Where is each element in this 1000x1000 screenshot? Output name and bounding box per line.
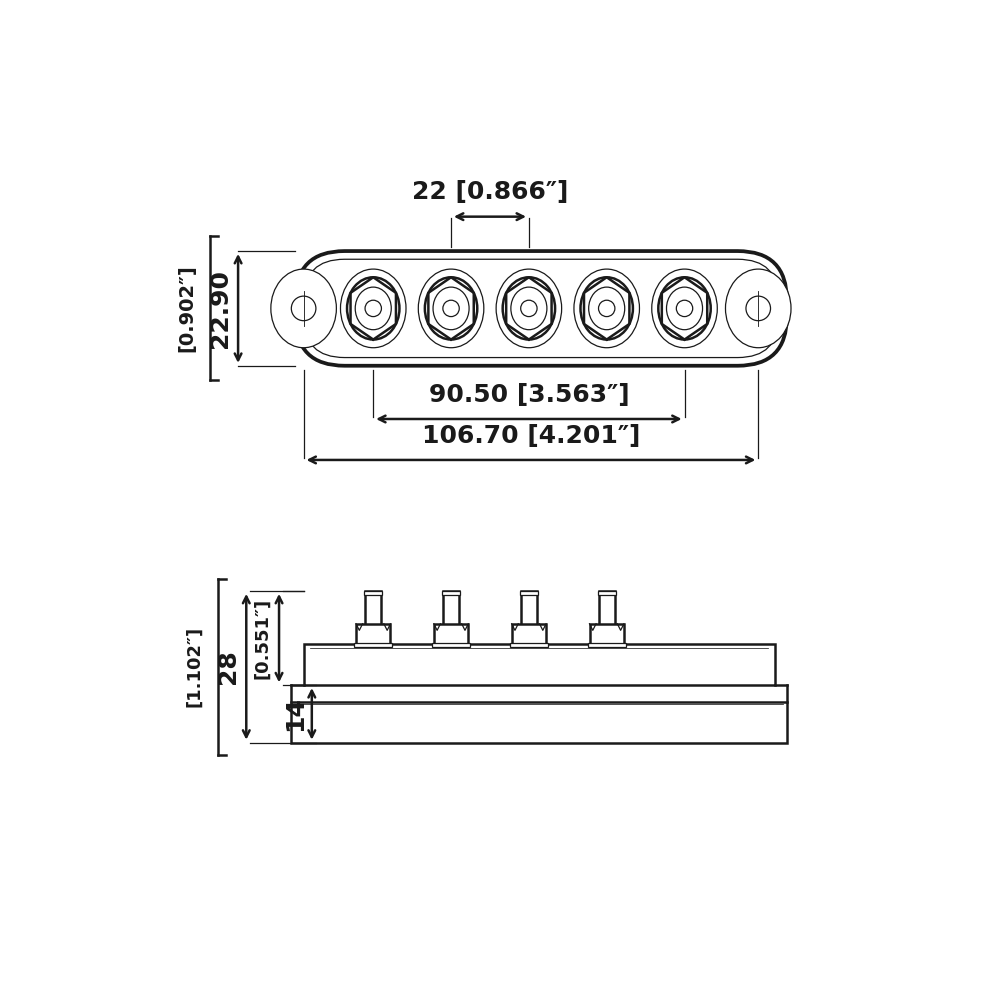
Bar: [590, 624, 624, 644]
Circle shape: [676, 300, 693, 317]
Bar: [443, 591, 459, 644]
Text: 28: 28: [216, 649, 240, 684]
Bar: [442, 591, 460, 595]
Ellipse shape: [652, 269, 717, 348]
Bar: [365, 591, 381, 644]
Text: [0.902″]: [0.902″]: [178, 265, 197, 352]
Ellipse shape: [425, 277, 477, 340]
Circle shape: [443, 300, 459, 317]
Ellipse shape: [503, 277, 555, 340]
Circle shape: [746, 296, 771, 321]
Text: [0.551″]: [0.551″]: [254, 598, 272, 679]
Circle shape: [365, 300, 381, 317]
Bar: [356, 624, 390, 644]
Ellipse shape: [511, 287, 547, 330]
Bar: [432, 643, 470, 647]
Ellipse shape: [580, 277, 633, 340]
FancyBboxPatch shape: [295, 251, 787, 366]
Ellipse shape: [666, 287, 703, 330]
Text: 90.50 [3.563″]: 90.50 [3.563″]: [429, 383, 629, 407]
Bar: [364, 591, 382, 595]
Ellipse shape: [340, 269, 406, 348]
Bar: [520, 591, 538, 595]
Ellipse shape: [589, 287, 625, 330]
Circle shape: [599, 300, 615, 317]
Ellipse shape: [271, 269, 336, 348]
Ellipse shape: [418, 269, 484, 348]
Bar: [291, 702, 787, 743]
Ellipse shape: [725, 269, 791, 348]
Ellipse shape: [658, 277, 711, 340]
Bar: [521, 591, 537, 644]
Text: 22 [0.866″]: 22 [0.866″]: [412, 180, 568, 204]
Ellipse shape: [347, 277, 399, 340]
Bar: [598, 591, 616, 595]
Ellipse shape: [355, 287, 391, 330]
Ellipse shape: [574, 269, 639, 348]
Bar: [599, 591, 615, 644]
Bar: [434, 624, 468, 644]
Ellipse shape: [433, 287, 469, 330]
Bar: [510, 643, 548, 647]
Bar: [512, 624, 546, 644]
Text: 106.70 [4.201″]: 106.70 [4.201″]: [422, 424, 640, 448]
Text: 14: 14: [283, 696, 307, 731]
Text: [1.102″]: [1.102″]: [186, 626, 204, 707]
Bar: [588, 643, 626, 647]
Circle shape: [291, 296, 316, 321]
Text: 22.90: 22.90: [208, 269, 232, 348]
Circle shape: [521, 300, 537, 317]
Bar: [354, 643, 392, 647]
Ellipse shape: [496, 269, 562, 348]
Bar: [304, 644, 775, 685]
